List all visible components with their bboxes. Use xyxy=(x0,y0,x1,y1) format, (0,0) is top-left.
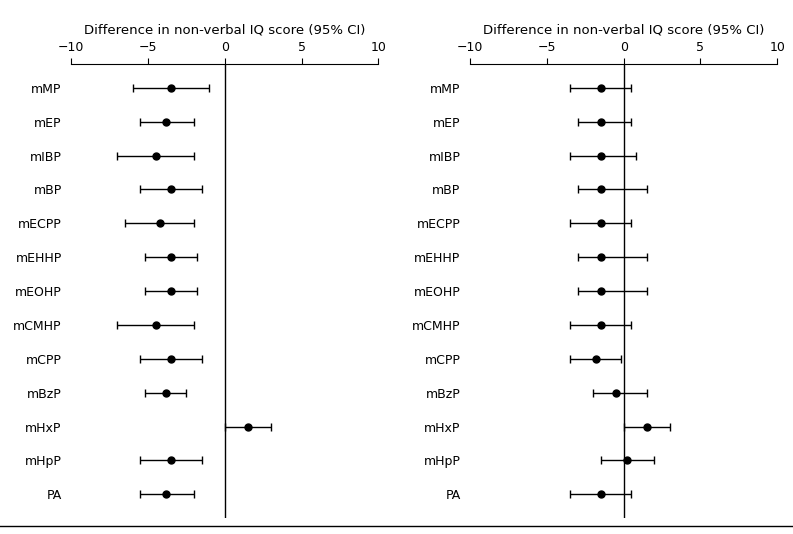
Title: Difference in non-verbal IQ score (95% CI): Difference in non-verbal IQ score (95% C… xyxy=(483,23,764,36)
Title: Difference in non-verbal IQ score (95% CI): Difference in non-verbal IQ score (95% C… xyxy=(84,23,366,36)
